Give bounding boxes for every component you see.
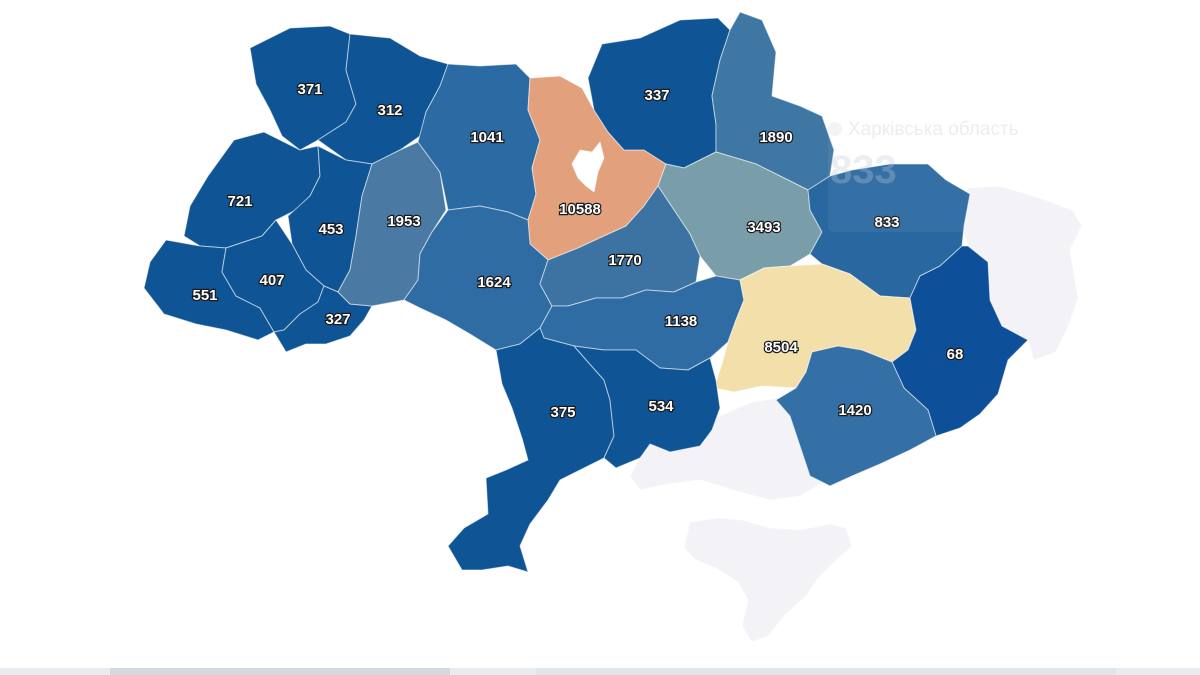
region-value-label-ternopil: 453 [318,221,343,238]
region-value-label-cherkasy: 1770 [608,252,641,269]
region-value-label-zhytomyr: 1041 [470,129,503,146]
region-value-label-chernihiv: 337 [644,87,669,104]
regions-layer [143,11,1083,643]
region-mykolaiv[interactable] [573,345,721,469]
scrollbar-thumb[interactable] [110,668,450,675]
region-value-label-rivne: 312 [377,102,402,119]
region-value-label-donetsk: 68 [947,346,964,363]
region-donetsk[interactable] [891,245,1029,437]
region-zaporizhzhia[interactable] [775,345,937,487]
region-value-label-poltava: 3493 [747,219,780,236]
region-value-label-dnipropetrovsk: 8504 [764,339,798,356]
region-kyiv-city[interactable] [571,141,605,193]
region-odesa[interactable] [447,327,615,573]
region-value-label-zakarpattia: 551 [192,287,217,304]
region-value-label-kyiv-oblast: 10588 [559,201,601,218]
region-value-label-lviv: 721 [227,193,252,210]
region-value-label-ivano-frankivsk: 407 [259,272,284,289]
region-value-label-volyn: 371 [297,81,322,98]
region-value-label-vinnytsia: 1624 [477,274,511,291]
region-value-label-kharkiv: 833 [874,214,899,231]
region-kherson[interactable] [629,395,825,501]
region-value-label-mykolaiv: 534 [648,398,674,415]
labels-layer: 371 312 721 453 551 407 327 1953 1041 10588 337 189… [191,80,964,422]
region-value-label-zaporizhzhia: 1420 [838,402,871,419]
scrollbar-track-segment [536,668,1116,675]
region-crimea[interactable] [683,517,853,643]
region-value-label-odesa: 375 [550,404,575,421]
region-value-label-sumy: 1890 [759,129,792,146]
bottom-scrollbar[interactable] [0,668,1200,675]
region-value-label-khmelnytskyi: 1953 [387,213,420,230]
region-value-label-chernivtsi: 327 [325,311,350,328]
region-value-label-kirovohrad: 1138 [665,313,698,330]
